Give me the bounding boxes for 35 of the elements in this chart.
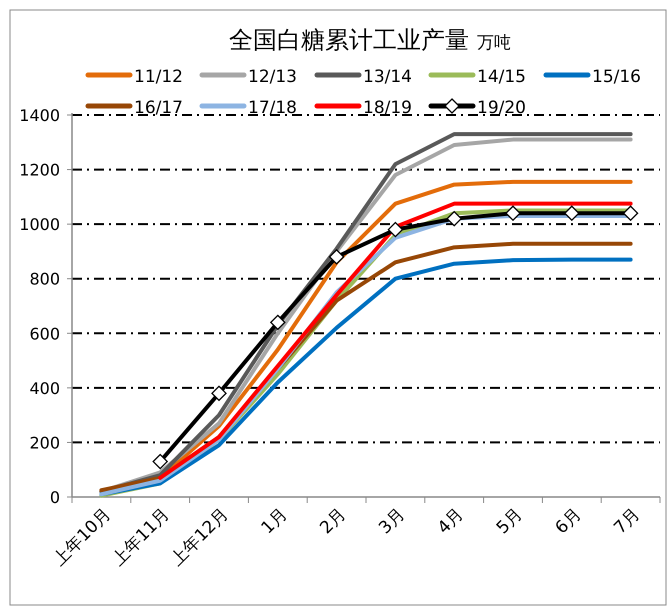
point [388, 222, 404, 238]
legend-label: 13/14 [363, 67, 412, 87]
y-tick-label: 1000 [19, 215, 60, 234]
y-tick-label: 400 [29, 378, 60, 398]
x-tick-label: 5月 [492, 504, 527, 538]
chart-title: 全国白糖累计工业产量 [229, 26, 469, 54]
legend-label: 15/16 [592, 67, 641, 87]
legend-label: 18/19 [363, 98, 412, 118]
y-tick-label: 1200 [19, 160, 60, 180]
chart-subtitle: 万吨 [477, 33, 511, 53]
legend-label: 11/12 [134, 67, 183, 87]
x-tick-label: 6月 [552, 504, 586, 538]
x-tick-label: 1月 [258, 504, 292, 538]
point [564, 206, 580, 221]
x-tick-label: 2月 [316, 504, 350, 538]
point [211, 386, 227, 401]
x-tick-label: 3月 [375, 504, 409, 538]
point [152, 454, 168, 470]
x-tick-label: 7月 [610, 504, 644, 538]
legend-label: 16/17 [134, 98, 183, 118]
point [270, 314, 286, 330]
point [505, 206, 521, 221]
y-tick-label: 200 [29, 433, 60, 452]
y-tick-label: 800 [29, 270, 60, 289]
legend-label: 19/20 [477, 98, 526, 118]
legend-label: 12/13 [248, 67, 297, 87]
legend-label: 14/15 [477, 67, 526, 87]
y-tick-label: 600 [29, 324, 60, 344]
y-tick-label: 1400 [19, 106, 60, 125]
point [446, 211, 462, 226]
legend-label: 17/18 [248, 98, 297, 118]
point [328, 249, 344, 265]
x-tick-label: 4月 [434, 504, 468, 538]
y-tick-label: 0 [50, 488, 60, 507]
point [622, 206, 638, 221]
